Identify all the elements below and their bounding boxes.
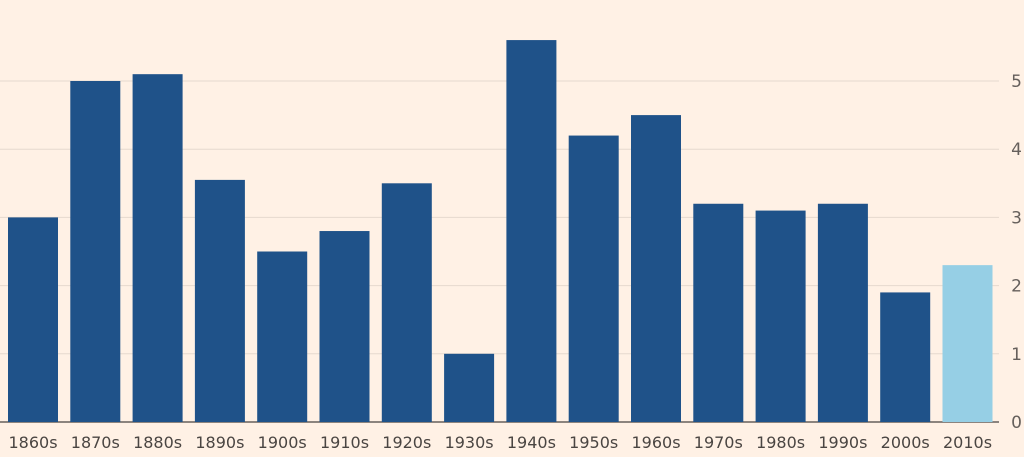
bar-1860s — [8, 217, 58, 422]
bar-2000s — [880, 292, 931, 422]
x-tick-label-1900s: 1900s — [258, 433, 307, 452]
bar-1870s — [70, 81, 121, 422]
y-tick-label-1: 1 — [1011, 345, 1022, 365]
x-axis-labels: 1860s 1870s 1880s 1890s 1900s 1910s 1920s 1930s… — [8, 433, 992, 452]
x-tick-label-2000s: 2000s — [881, 433, 930, 452]
x-tick-label-1860s: 1860s — [8, 433, 57, 452]
bar-1960s — [631, 115, 681, 422]
x-tick-label-1870s: 1870s — [71, 433, 120, 452]
x-tick-label-1960s: 1960s — [631, 433, 680, 452]
bar-1920s — [381, 183, 432, 422]
bar-1890s — [194, 179, 245, 422]
y-tick-label-0: 0 — [1011, 413, 1022, 433]
bar-1880s — [132, 74, 183, 423]
x-tick-label-1890s: 1890s — [195, 433, 244, 452]
x-tick-label-1930s: 1930s — [445, 433, 494, 452]
y-tick-label-4: 4 — [1011, 140, 1022, 160]
bars — [8, 40, 993, 423]
x-tick-label-1940s: 1940s — [507, 433, 556, 452]
x-tick-label-1970s: 1970s — [694, 433, 743, 452]
y-axis-labels: 0 1 2 3 4 5 — [1011, 72, 1022, 433]
x-tick-label-1920s: 1920s — [382, 433, 431, 452]
bar-1990s — [817, 203, 868, 422]
x-tick-label-1880s: 1880s — [133, 433, 182, 452]
bar-1970s — [693, 203, 744, 422]
x-tick-label-1980s: 1980s — [756, 433, 805, 452]
bar-1980s — [755, 210, 806, 422]
bar-2010s — [942, 265, 993, 422]
x-tick-label-1950s: 1950s — [569, 433, 618, 452]
y-tick-label-5: 5 — [1011, 72, 1022, 92]
y-tick-label-3: 3 — [1011, 208, 1022, 228]
x-tick-label-1990s: 1990s — [818, 433, 867, 452]
bar-1930s — [444, 353, 495, 422]
y-tick-label-2: 2 — [1011, 277, 1022, 297]
bar-1910s — [319, 231, 370, 422]
x-tick-label-1910s: 1910s — [320, 433, 369, 452]
bar-1900s — [257, 251, 308, 422]
bar-1950s — [568, 135, 619, 422]
bar-1940s — [506, 40, 557, 423]
x-tick-label-2010s: 2010s — [943, 433, 992, 452]
